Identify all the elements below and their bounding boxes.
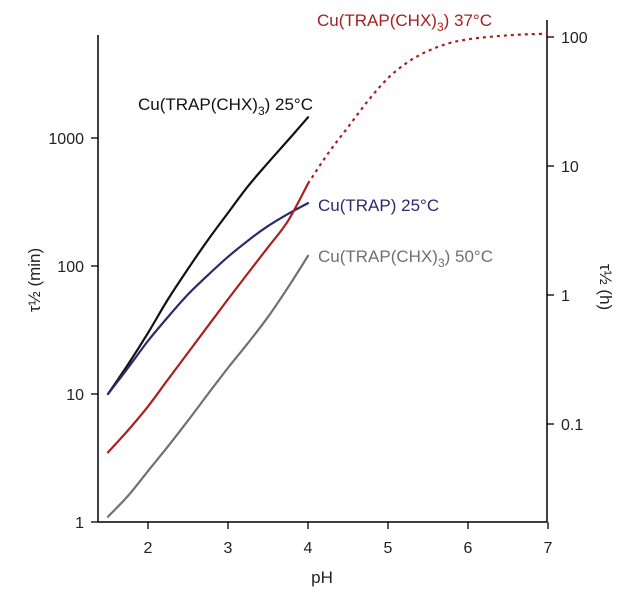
ticks: 2 3 4 5 6 7 1 10 100 1000 0.1 1 10 100 [48,30,587,557]
y-left-tick-label: 1000 [48,131,84,148]
x-axis-title: pH [311,568,333,587]
x-tick-label: 2 [144,540,153,557]
series-line-0 [106,116,310,396]
labels-layer: Cu(TRAP(CHX)3) 25°C Cu(TRAP) 25°C Cu(TRAP(… [138,11,493,270]
series-label-2: Cu(TRAP(CHX)3) 37°C [317,11,492,34]
x-tick-label: 3 [224,540,233,557]
series-line-1 [106,202,310,396]
series-line-3 [307,32,549,185]
y-left-tick-label: 10 [66,387,84,404]
x-tick-label: 4 [304,540,313,557]
y-left-tick-label: 1 [75,515,84,532]
x-tick-label: 7 [544,540,553,557]
y-right-tick-label: 10 [561,159,579,176]
series-line-2 [106,182,310,454]
y-right-tick-label: 100 [561,30,588,47]
y-axis-right-title: τ½ (h) [596,264,615,310]
y-right-tick-label: 1 [561,288,570,305]
series-label-4: Cu(TRAP(CHX)3) 50°C [318,247,493,270]
series-label-0: Cu(TRAP(CHX)3) 25°C [138,95,313,118]
y-right-tick-label: 0.1 [561,417,583,434]
y-left-tick-label: 100 [57,259,84,276]
series-line-4 [106,254,310,518]
x-tick-label: 5 [384,540,393,557]
axes [97,20,548,523]
series-layer [106,32,549,518]
series-label-1: Cu(TRAP) 25°C [318,196,439,215]
x-tick-label: 6 [464,540,473,557]
y-axis-left-title: τ½ (min) [25,248,44,312]
